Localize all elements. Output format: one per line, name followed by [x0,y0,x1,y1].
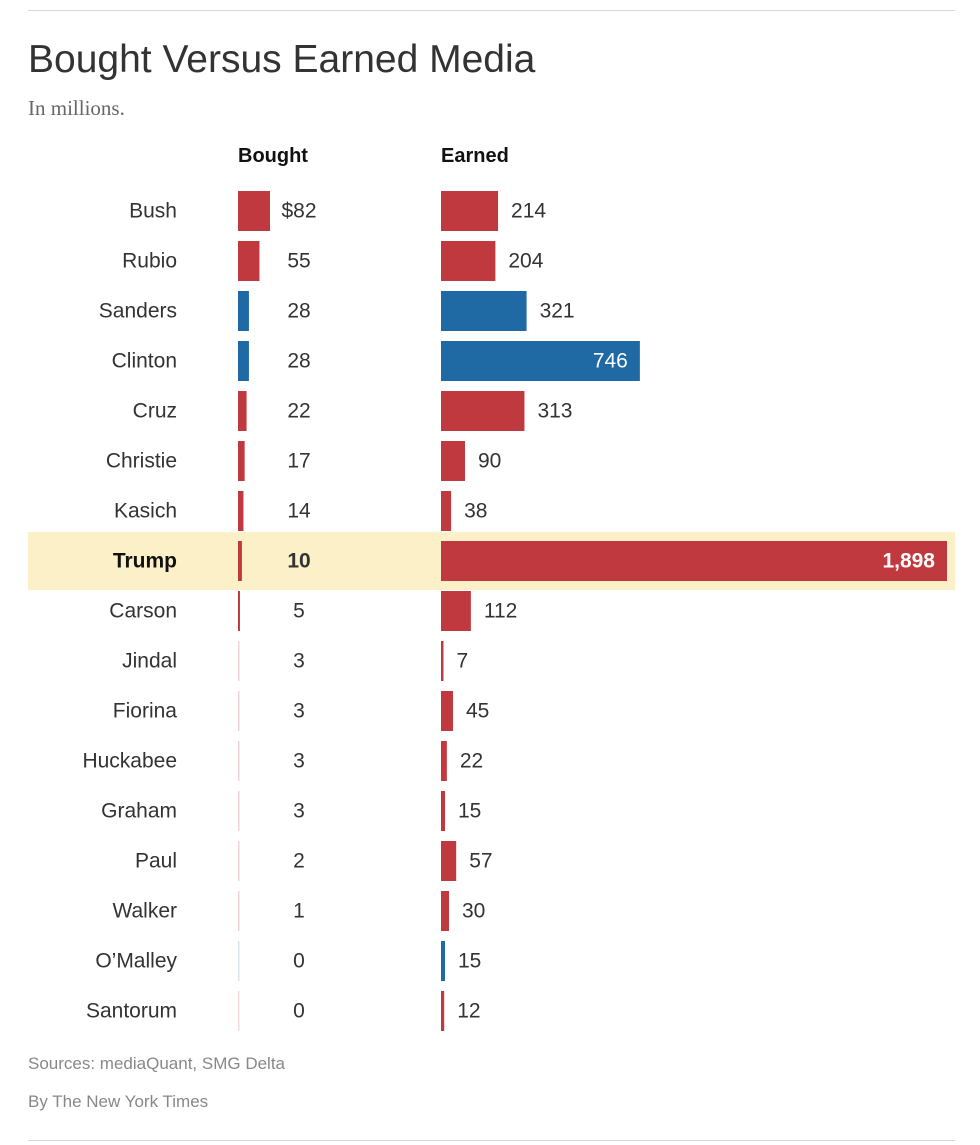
earned-bar [441,391,525,431]
candidate-name: O’Malley [95,950,177,973]
earned-bar [441,341,640,381]
top-rule [28,10,955,11]
earned-value-label: 30 [462,900,485,923]
candidate-name: Kasich [114,500,177,523]
earned-value-label: 15 [458,800,481,823]
sources-note: Sources: mediaQuant, SMG Delta [28,1054,286,1073]
bought-bar [238,541,242,581]
bought-value-label: 3 [293,700,305,723]
bought-value-label: 3 [293,800,305,823]
earned-value-label: 45 [466,700,489,723]
earned-bar [441,641,444,681]
chart-subtitle: In millions. [28,96,125,120]
bought-value-label: 0 [293,1000,305,1023]
bought-value-label: 2 [293,850,305,873]
earned-value-label: 57 [469,850,492,873]
bought-bar [238,791,240,831]
candidate-name: Graham [101,800,177,823]
bought-value-label: 28 [287,350,310,373]
candidate-name: Walker [112,900,177,923]
bought-bar [238,491,244,531]
earned-value-label: 214 [511,200,546,223]
bought-value-label: 3 [293,750,305,773]
candidate-name: Bush [129,200,177,223]
earned-bar [441,741,447,781]
earned-bar [441,291,527,331]
earned-bar [441,691,453,731]
earned-bar [441,791,445,831]
earned-bar [441,491,452,531]
bought-bar [238,341,249,381]
bought-value-label: 14 [287,500,311,523]
earned-value-label: 7 [457,650,469,673]
bought-bar [238,941,240,981]
earned-value-label: 38 [464,500,487,523]
candidate-name: Huckabee [82,750,177,773]
bought-bar [238,241,260,281]
earned-bar [441,591,471,631]
candidate-name: Sanders [99,300,177,323]
earned-value-label: 12 [457,1000,480,1023]
candidate-name: Paul [135,850,177,873]
earned-value-label: 22 [460,750,483,773]
bought-value-label: 17 [287,450,310,473]
earned-bar [441,191,499,231]
earned-value-label: 204 [508,250,543,273]
bought-value-label: 3 [293,650,305,673]
bought-value-label: 5 [293,600,305,623]
bought-value-label: 22 [287,400,310,423]
candidate-name: Carson [109,600,177,623]
bottom-rule [28,1140,955,1141]
earned-value-label: 1,898 [882,550,935,573]
candidate-name: Santorum [86,1000,177,1023]
candidate-name: Jindal [122,650,177,673]
bought-bar [238,191,270,231]
earned-bar [441,441,465,481]
earned-value-label: 313 [537,400,572,423]
bought-bar [238,891,240,931]
candidate-name: Christie [106,450,177,473]
bought-bar [238,841,240,881]
candidate-name: Fiorina [113,700,178,723]
chart-title: Bought Versus Earned Media [28,38,536,81]
candidate-name: Cruz [133,400,177,423]
earned-bar [441,241,496,281]
bought-value-label: 28 [287,300,310,323]
column-header-bought: Bought [238,145,308,167]
earned-bar [441,541,947,581]
bought-bar [238,741,240,781]
candidate-name: Rubio [122,250,177,273]
bought-value-label: 10 [287,550,310,573]
earned-bar [441,991,445,1031]
bought-value-label: 0 [293,950,305,973]
earned-value-label: 321 [540,300,575,323]
bought-bar [238,441,245,481]
bought-bar [238,641,240,681]
bought-bar [238,591,240,631]
earned-value-label: 746 [593,350,628,373]
candidate-name: Trump [113,550,177,573]
candidate-name: Clinton [112,350,177,373]
earned-bar [441,841,457,881]
bought-bar [238,291,249,331]
earned-value-label: 90 [478,450,501,473]
bought-bar [238,391,247,431]
earned-bar [441,941,445,981]
earned-bar [441,891,449,931]
bought-bar [238,691,240,731]
bought-value-label: 1 [293,900,305,923]
bought-value-label: 55 [287,250,310,273]
earned-value-label: 15 [458,950,481,973]
byline: By The New York Times [28,1092,209,1111]
earned-value-label: 112 [484,600,517,623]
column-header-earned: Earned [441,145,509,167]
bought-value-label: $82 [281,200,316,223]
bought-bar [238,991,240,1031]
